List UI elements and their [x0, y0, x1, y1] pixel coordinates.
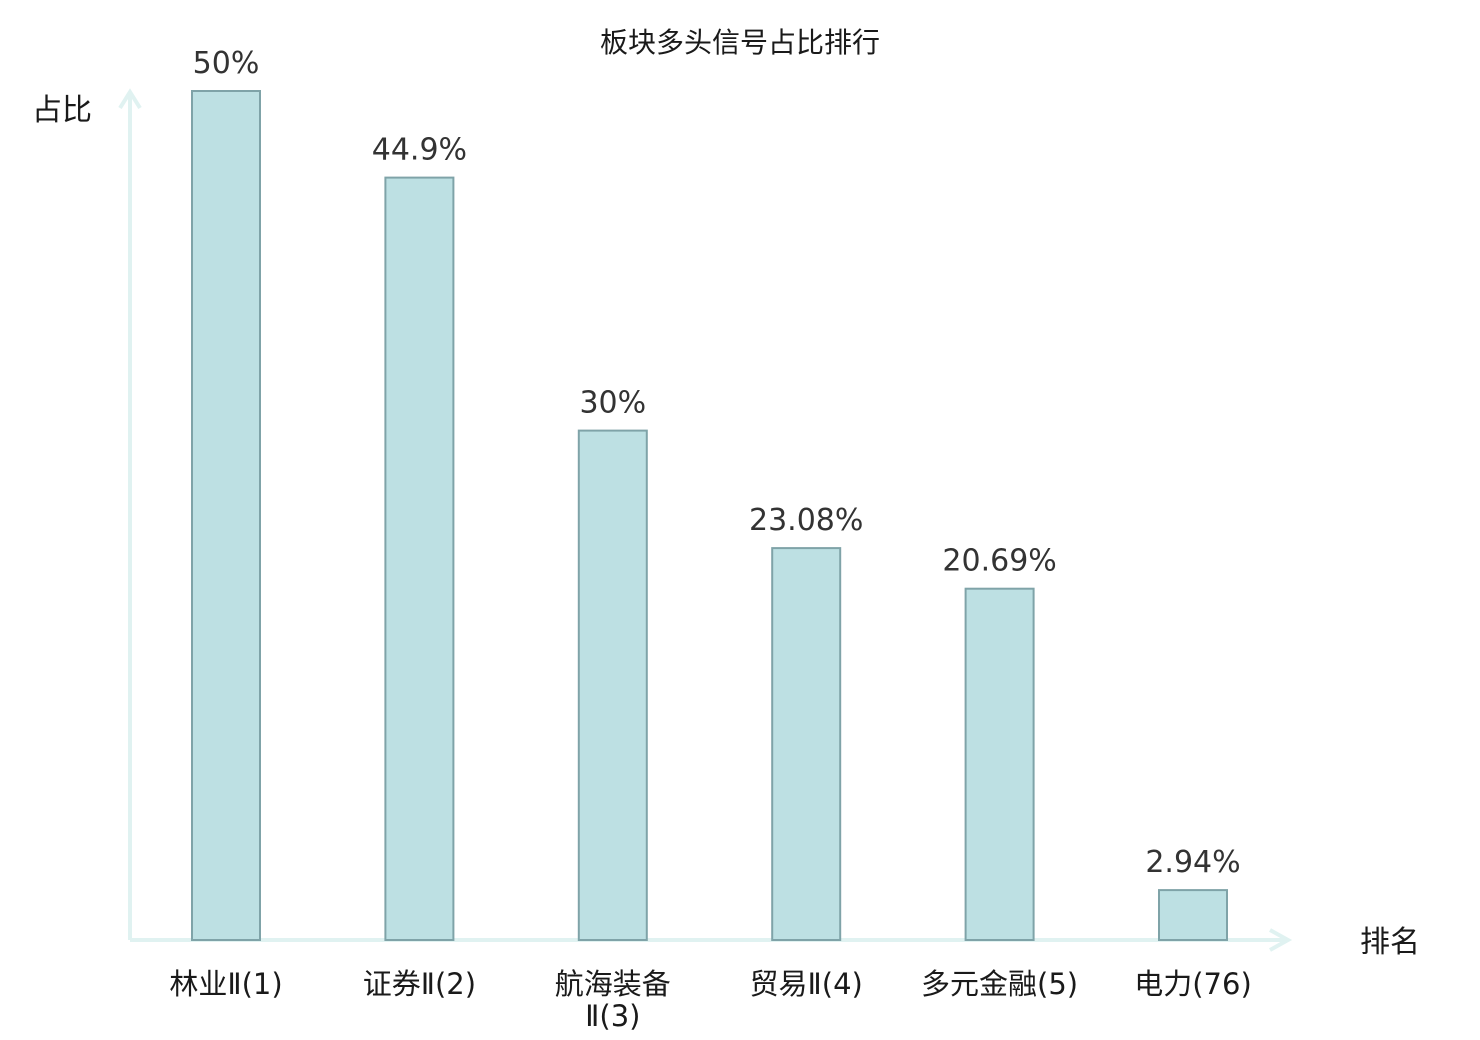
category-label-4: 贸易Ⅱ(4) — [750, 967, 863, 1001]
value-label-1: 50% — [193, 46, 260, 81]
bar-4 — [771, 547, 842, 941]
bar-3 — [577, 429, 648, 941]
value-label-4: 23.08% — [749, 503, 863, 538]
category-label-5: 多元金融(5) — [921, 967, 1078, 1001]
category-label-2: 证券Ⅱ(2) — [363, 967, 476, 1001]
category-label-6: 电力(76) — [1134, 967, 1252, 1001]
bars-group — [191, 90, 1228, 942]
bar-6 — [1158, 889, 1228, 941]
bar-5 — [964, 587, 1035, 941]
bar-1 — [191, 90, 261, 941]
x-axis — [130, 928, 1293, 952]
value-label-6: 2.94% — [1145, 845, 1240, 880]
category-label-3: 航海装备 Ⅱ(3) — [555, 967, 671, 1033]
y-axis-label: 占比 — [32, 93, 92, 128]
value-label-2: 44.9% — [372, 133, 467, 168]
value-label-3: 30% — [579, 386, 646, 421]
x-axis-label: 排名 — [1360, 925, 1420, 960]
value-labels-group: 50% 44.9% 30% 23.08% 20.69% 2.94% — [193, 46, 1241, 880]
category-label-1: 林业Ⅱ(1) — [169, 967, 282, 1001]
value-label-5: 20.69% — [942, 544, 1056, 579]
category-labels-group: 林业Ⅱ(1) 证券Ⅱ(2) 航海装备 Ⅱ(3) 贸易Ⅱ(4) 多元金融(5) 电力(76) — [169, 967, 1251, 1033]
y-axis — [118, 88, 142, 940]
chart-title: 板块多头信号占比排行 — [600, 26, 880, 59]
bar-2 — [384, 176, 455, 942]
